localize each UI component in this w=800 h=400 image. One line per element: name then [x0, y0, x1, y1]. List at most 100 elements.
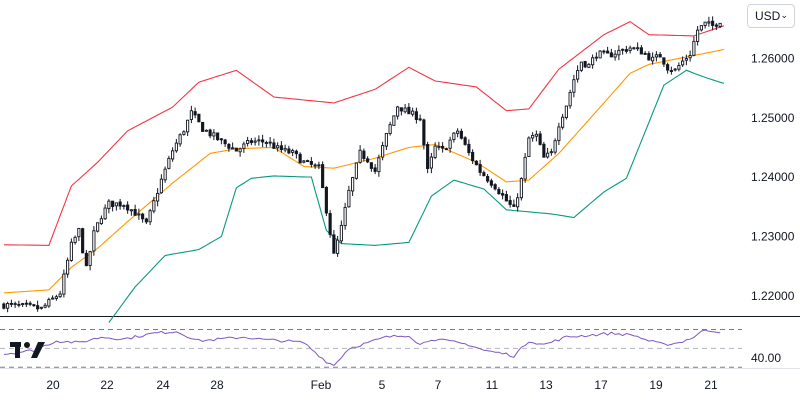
candle-body-up: [651, 56, 655, 62]
candle-body-up: [703, 21, 707, 26]
time-tick-label: 20: [46, 378, 60, 392]
candle-body-down: [714, 24, 718, 27]
tradingview-logo-icon[interactable]: [10, 340, 46, 365]
candle-body-up: [549, 151, 553, 154]
lower-band-line: [108, 69, 725, 323]
candle-body-up: [156, 192, 160, 202]
currency-selector[interactable]: USD ⌄: [747, 4, 795, 28]
candle-body-down: [508, 200, 512, 205]
candle-body-up: [178, 134, 182, 145]
candle-body-up: [591, 57, 595, 66]
candle-body-up: [684, 58, 688, 61]
candle-body-down: [216, 132, 220, 141]
candle-body-up: [291, 150, 295, 153]
candle-body-down: [366, 158, 370, 163]
candle-body-up: [456, 130, 460, 134]
candle-body-up: [696, 29, 700, 42]
candle-body-up: [448, 139, 452, 149]
candle-body-up: [699, 25, 703, 31]
candle-body-down: [84, 252, 88, 267]
candle-body-up: [276, 145, 280, 149]
candle-body-up: [77, 227, 81, 238]
time-axis[interactable]: 20 22 24 28 Feb 5 7 11 13 17 19 21: [46, 378, 718, 392]
candle-body-down: [418, 118, 422, 121]
candle-body-down: [9, 302, 13, 305]
candle-body-up: [677, 65, 681, 70]
candle-body-up: [681, 60, 685, 66]
candle-body-down: [227, 143, 231, 149]
candle-body-down: [2, 303, 6, 309]
candle-body-up: [122, 205, 126, 208]
bollinger-bands: [3, 20, 725, 323]
candle-body-up: [673, 68, 677, 71]
candle-body-down: [658, 54, 662, 58]
candle-body-up: [114, 202, 118, 207]
candle-body-down: [643, 52, 647, 55]
time-tick-label: 5: [379, 378, 386, 392]
candle-body-up: [572, 79, 576, 93]
time-tick-label: 28: [210, 378, 224, 392]
candle-body-up: [21, 303, 25, 306]
price-axis[interactable]: 1.266291.260001.250001.240001.230001.220…: [751, 14, 795, 365]
candle-body-down: [223, 139, 227, 145]
candle-body-up: [264, 142, 268, 144]
candle-body-up: [99, 218, 103, 225]
candle-body-up: [384, 132, 388, 147]
candle-body-up: [54, 296, 58, 299]
candle-body-up: [531, 134, 535, 139]
candle-body-down: [647, 53, 651, 61]
candle-body-up: [613, 53, 617, 58]
candle-body-down: [501, 193, 505, 196]
candle-body-down: [81, 228, 85, 254]
time-tick-label: 22: [100, 378, 114, 392]
candle-body-down: [478, 164, 482, 173]
candle-body-up: [568, 92, 572, 107]
candle-body-down: [624, 49, 628, 52]
candle-body-down: [324, 186, 328, 214]
candle-body-up: [546, 152, 550, 158]
candle-body-down: [197, 113, 201, 123]
time-tick-label: 11: [486, 378, 499, 392]
candle-body-up: [392, 115, 396, 126]
candle-body-up: [167, 157, 171, 169]
candle-body-down: [219, 138, 223, 141]
candle-body-down: [583, 61, 587, 68]
basis-line: [3, 48, 725, 294]
rsi-line: [3, 329, 721, 367]
candle-body-down: [32, 304, 36, 307]
time-tick-label: 19: [649, 378, 663, 392]
candle-body-up: [437, 145, 441, 148]
candle-body-down: [669, 70, 673, 72]
candle-body-down: [144, 218, 148, 223]
candle-body-up: [527, 137, 531, 158]
candle-body-up: [433, 145, 437, 158]
candle-body-up: [246, 140, 250, 144]
candle-body-down: [24, 302, 28, 305]
candle-body-up: [66, 259, 70, 275]
candle-body-up: [519, 178, 523, 199]
candle-body-up: [96, 222, 100, 232]
candlestick-series: [2, 16, 722, 313]
candle-body-up: [253, 140, 257, 143]
candle-body-up: [343, 207, 347, 226]
candle-body-up: [238, 148, 242, 153]
candle-body-up: [88, 251, 92, 266]
candle-body-up: [13, 303, 17, 306]
candle-body-down: [373, 167, 377, 172]
candle-body-up: [718, 22, 722, 27]
candle-body-up: [152, 200, 156, 212]
candle-body-up: [347, 189, 351, 208]
candle-body-down: [369, 162, 373, 169]
candle-body-down: [208, 129, 212, 137]
candle-body-down: [321, 164, 325, 189]
candle-body-down: [298, 153, 302, 164]
candle-body-up: [62, 273, 66, 295]
candle-body-up: [579, 61, 583, 71]
candle-body-down: [602, 50, 606, 53]
candle-body-up: [381, 145, 385, 158]
price-tick-label: 1.23000: [751, 229, 795, 243]
time-tick-label: 13: [539, 378, 553, 392]
candle-body-down: [459, 130, 463, 139]
candle-body-down: [666, 64, 670, 71]
